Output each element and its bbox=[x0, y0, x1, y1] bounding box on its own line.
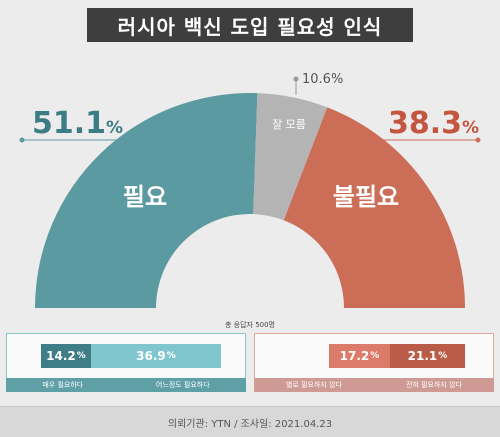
bar-not-needed-at-all-unit: % bbox=[438, 351, 448, 361]
slice-label-need: 필요 bbox=[123, 183, 167, 211]
bar-not-needed-at-all: 21.1% bbox=[390, 344, 465, 368]
slice-need bbox=[35, 93, 258, 308]
no-need-value-number: 38.3 bbox=[388, 106, 462, 141]
slice-unsure bbox=[253, 93, 328, 221]
label-very-needed: 매우 필요하다 bbox=[42, 381, 84, 389]
bar-not-needed-at-all-value: 21.1 bbox=[407, 349, 438, 363]
slice-no-need bbox=[283, 107, 465, 308]
bar-not-really-needed-unit: % bbox=[370, 351, 380, 361]
need-callout: 51.1% bbox=[19, 106, 124, 143]
bar-very-needed-unit: % bbox=[76, 351, 86, 361]
need-value-unit: % bbox=[106, 118, 123, 138]
chart-title: 러시아 백신 도입 필요성 인식 bbox=[87, 8, 413, 42]
label-not-really-needed: 별로 필요하지 않다 bbox=[286, 381, 342, 389]
bar-not-really-needed: 17.2% bbox=[329, 344, 390, 368]
label-not-needed-at-all: 전혀 필요하지 않다 bbox=[406, 381, 462, 389]
slice-label-no-need: 불필요 bbox=[333, 183, 399, 211]
bar-very-needed: 14.2% bbox=[41, 344, 91, 368]
no-need-callout: 38.3% bbox=[378, 106, 481, 143]
unsure-callout: 10.6% bbox=[293, 72, 343, 95]
unsure-value-label: 10.6% bbox=[302, 72, 343, 87]
label-somewhat-needed: 어느정도 필요하다 bbox=[155, 381, 210, 389]
svg-text:51.1%: 51.1% bbox=[32, 106, 123, 141]
need-breakdown-panel: 14.2% 36.9% bbox=[6, 333, 246, 385]
need-value-number: 51.1 bbox=[32, 106, 106, 141]
half-donut-chart: 10.6% 51.1% 38.3% 필요 잘 모름 불필요 bbox=[19, 72, 481, 308]
no-need-dot bbox=[475, 137, 481, 143]
no-need-value-unit: % bbox=[462, 118, 479, 138]
bar-somewhat-needed-value: 36.9 bbox=[136, 349, 166, 363]
svg-text:38.3%: 38.3% bbox=[388, 106, 479, 141]
survey-info-footer: 의뢰기관: YTN / 조사일: 2021.04.23 bbox=[0, 406, 500, 437]
bar-somewhat-needed-unit: % bbox=[166, 351, 176, 361]
no-need-breakdown-labels: 별로 필요하지 않다 전혀 필요하지 않다 bbox=[254, 378, 494, 392]
need-breakdown-labels: 매우 필요하다 어느정도 필요하다 bbox=[6, 378, 246, 392]
bar-somewhat-needed: 36.9% bbox=[91, 344, 221, 368]
sample-size-note: 총 응답자 500명 bbox=[224, 321, 275, 329]
bar-not-really-needed-value: 17.2 bbox=[339, 349, 370, 363]
need-dot bbox=[19, 137, 25, 143]
slice-label-unsure: 잘 모름 bbox=[272, 118, 306, 131]
unsure-dot bbox=[293, 76, 299, 82]
bar-very-needed-value: 14.2 bbox=[46, 349, 76, 363]
